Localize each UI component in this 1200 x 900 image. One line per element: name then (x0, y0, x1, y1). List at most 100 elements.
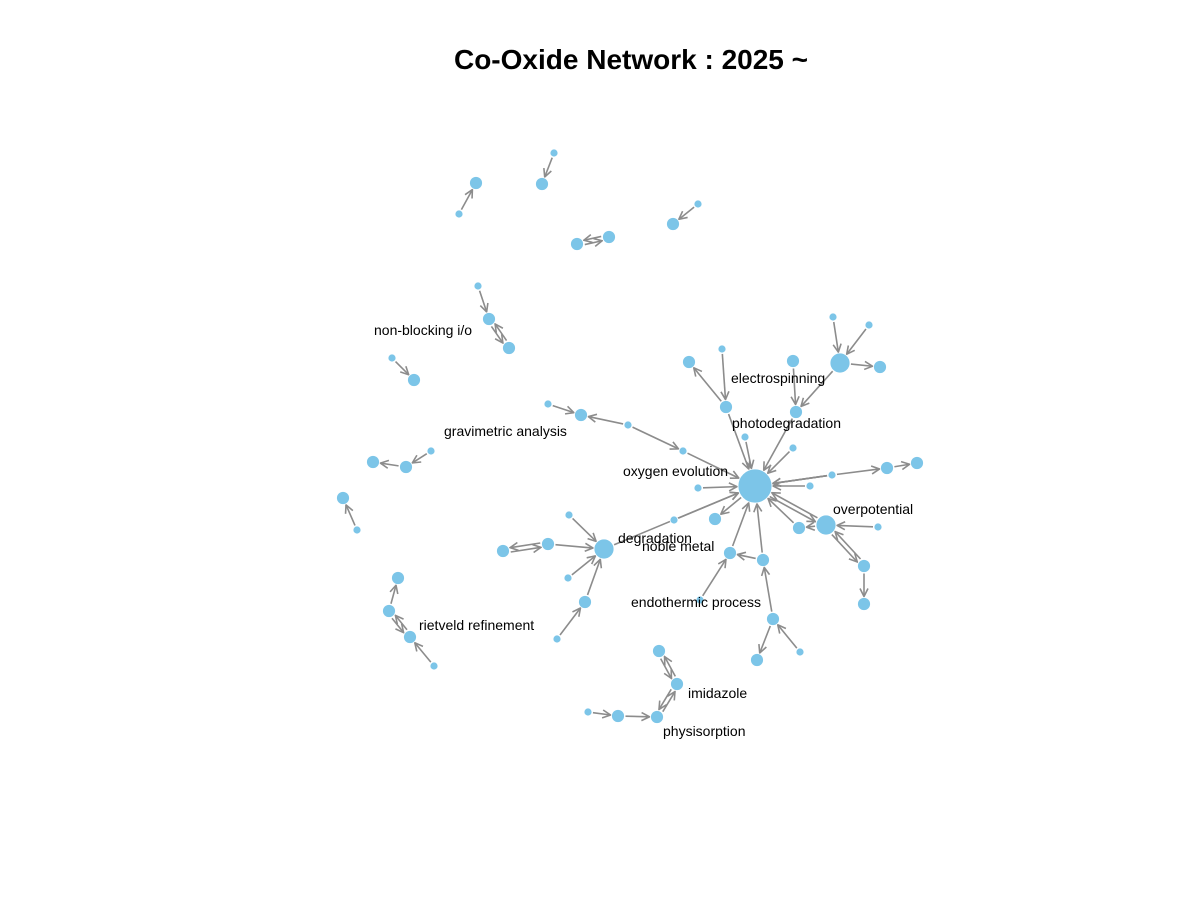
edge-n_op5-to-hub (773, 474, 828, 484)
edge-n_a2-to-n_a (722, 353, 725, 400)
node-n_hub_l2 (708, 512, 722, 526)
edge-imidazole-to-physisorption (659, 688, 672, 709)
node-n_r3 (910, 456, 924, 470)
node-n_e2 (766, 612, 780, 626)
node-layer (336, 148, 924, 724)
node-label-nonblocking: non-blocking i/o (374, 322, 472, 338)
edge-n_big1-to-n_big (834, 321, 839, 352)
node-n_t3b (602, 230, 616, 244)
edge-n_d6-to-n_d5 (559, 608, 580, 636)
node-nonblocking (482, 312, 496, 326)
edge-endo-to-noble (702, 559, 726, 597)
node-n_e1 (756, 553, 770, 567)
edge-hub-to-overpotential (769, 495, 816, 522)
edge-n_c2-to-hub (702, 487, 737, 488)
node-n_a2 (717, 344, 727, 354)
node-n_big1 (828, 312, 838, 322)
edge-noble-to-hub (731, 503, 749, 547)
node-label-overpotential: overpotential (833, 501, 913, 517)
node-n_l2b (399, 460, 413, 474)
node-n_e4 (795, 647, 805, 657)
node-n_grav_mid (623, 420, 633, 430)
node-n_c3 (788, 443, 798, 453)
node-endo (695, 595, 705, 605)
edge-n_big2-to-n_big (847, 328, 867, 354)
edge-n_grav_leaf-to-gravimetric (552, 404, 574, 413)
node-imidazole (670, 677, 684, 691)
edge-n_rv1-to-rietveld (391, 617, 404, 632)
edge-n_t3b-to-n_t3a (584, 236, 602, 240)
edge-n_p2-to-n_p1 (592, 713, 611, 715)
edge-n_p1-to-physisorption (625, 716, 649, 717)
edge-n_op1-to-overpotential (837, 525, 874, 526)
edge-n_grav_mid-to-gravimetric (588, 417, 624, 425)
edge-n_op3-to-overpotential (835, 532, 862, 560)
node-n_op5 (827, 470, 837, 480)
node-n_rv2 (391, 571, 405, 585)
node-photo (789, 405, 803, 419)
edge-n_d3-to-n_d2 (510, 547, 541, 552)
node-n_r2 (880, 461, 894, 475)
edge-n_nb1-to-nonblocking (478, 290, 487, 312)
node-n_op2 (792, 521, 806, 535)
node-n_t2a (535, 177, 549, 191)
node-n_p2 (583, 707, 593, 717)
node-n_l1b (387, 353, 397, 363)
edge-n_l2b-to-n_l2a (380, 463, 399, 466)
edge-n_nb2-to-nonblocking (495, 324, 508, 342)
node-label-oxygen: oxygen evolution (623, 463, 728, 479)
node-n_d4 (563, 573, 573, 583)
node-n_p1 (611, 709, 625, 723)
edge-overpotential-to-n_op3 (831, 534, 857, 562)
node-n_d2 (541, 537, 555, 551)
node-n_grav_leaf (543, 399, 553, 409)
node-n_t4b (693, 199, 703, 209)
node-n_big3 (873, 360, 887, 374)
edge-n_rv3-to-rietveld (415, 643, 432, 663)
node-label-degradation: degradation (618, 530, 692, 546)
node-n_d5 (578, 595, 592, 609)
node-n_op4 (857, 597, 871, 611)
edge-overpotential-to-hub (772, 493, 818, 519)
edge-n_l2c-to-n_l2b (412, 453, 428, 463)
node-hub (737, 468, 773, 504)
node-label-imidazole: imidazole (688, 685, 747, 701)
node-label-photo: photodegradation (732, 415, 841, 431)
node-n_e3 (750, 653, 764, 667)
edge-photo-to-hub (764, 418, 794, 471)
node-n_op3 (857, 559, 871, 573)
edge-overpotential-to-n_op2 (806, 526, 816, 527)
edge-electro-to-photo (793, 368, 795, 404)
node-n_l3a (336, 491, 350, 505)
node-n_c4 (805, 481, 815, 491)
edge-n_e1-to-noble (737, 555, 756, 559)
node-n_op1 (873, 522, 883, 532)
edge-n_t2b-to-n_t2a (545, 157, 553, 177)
node-n_rv3 (429, 661, 439, 671)
node-n_big (829, 352, 851, 374)
edge-n_l3b-to-n_l3a (346, 505, 356, 526)
edge-layer (346, 157, 910, 717)
edge-n_r2-to-n_r3 (894, 464, 909, 467)
edge-n_e1-to-hub (757, 504, 763, 553)
node-n_d6 (552, 634, 562, 644)
node-noble (723, 546, 737, 560)
edge-hub-to-n_hub_l2 (721, 496, 742, 514)
edge-rietveld-to-n_rv1 (395, 615, 408, 631)
edge-n_d5-to-degradation (586, 559, 601, 596)
node-label-physisorption: physisorption (663, 723, 746, 739)
node-label-gravimetric: gravimetric analysis (444, 423, 567, 439)
node-n_d3 (496, 544, 510, 558)
edge-oxygen-to-hub (687, 452, 738, 478)
node-physisorption (650, 710, 664, 724)
node-label-endo: endothermic process (631, 594, 761, 610)
edge-nonblocking-to-n_nb2 (490, 325, 502, 343)
node-degradation (593, 538, 615, 560)
node-n_l3b (352, 525, 362, 535)
node-n_t3a (570, 237, 584, 251)
label-layer: gravimetric analysis oxygen evolution phot… (374, 322, 913, 739)
node-n_l1a (407, 373, 421, 387)
node-label-noble: noble metal (642, 538, 714, 554)
